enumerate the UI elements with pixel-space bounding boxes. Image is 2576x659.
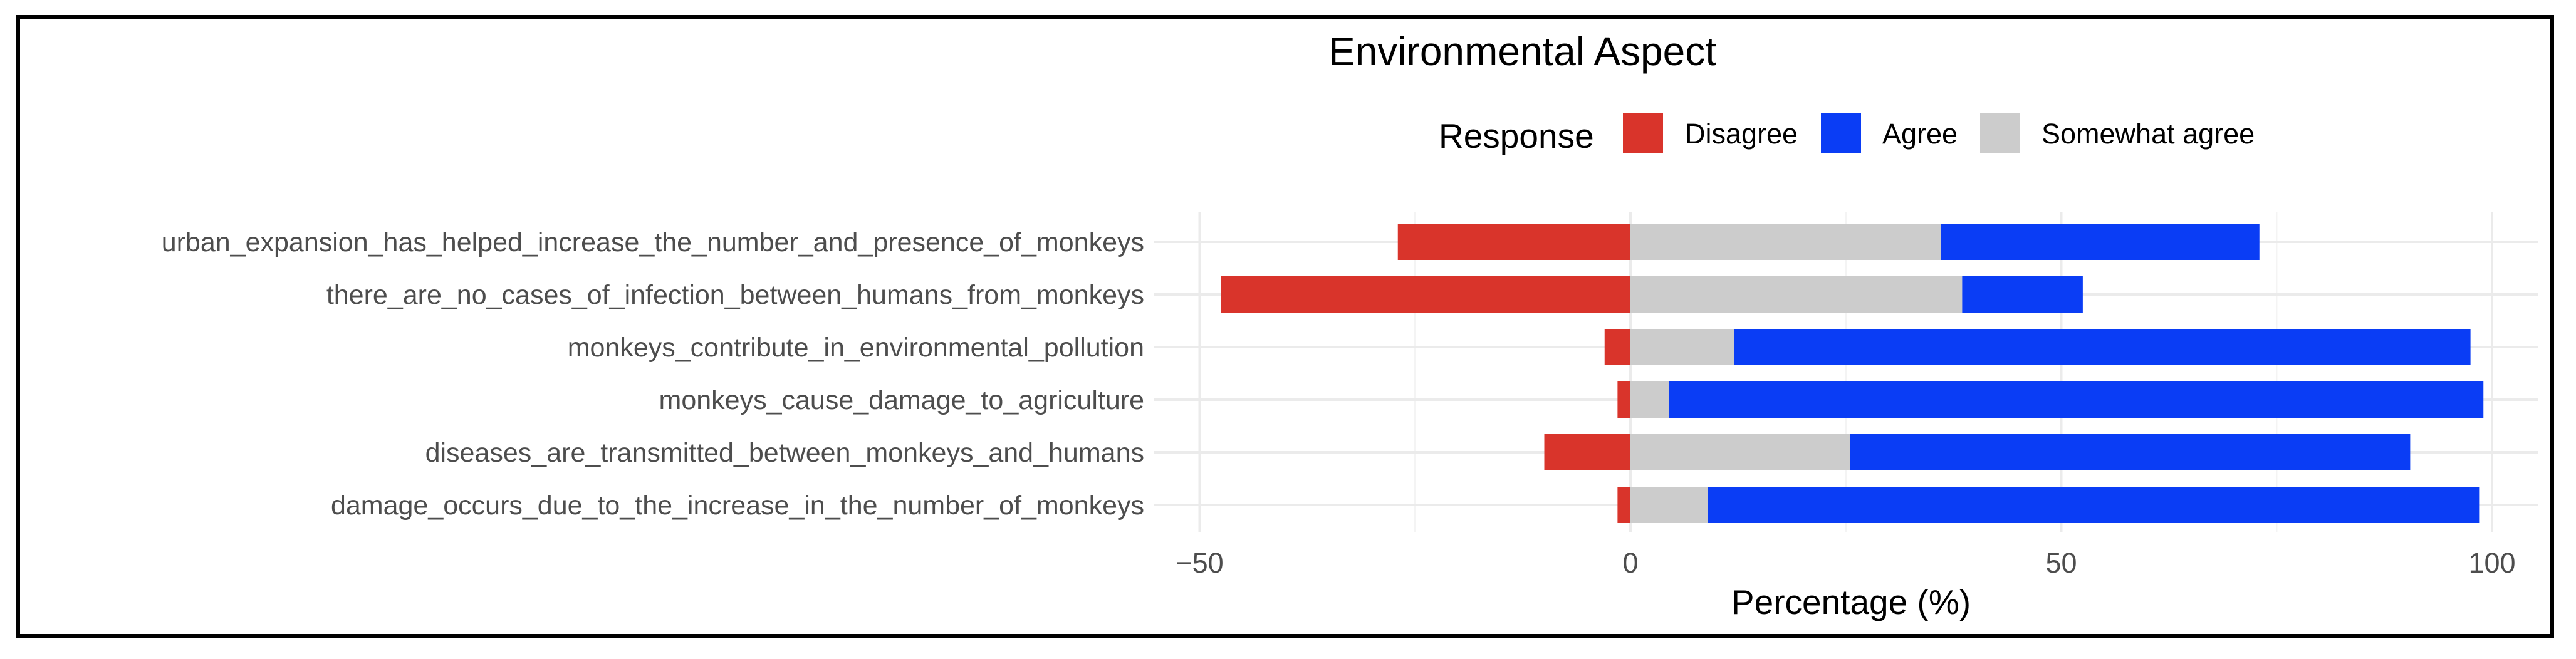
x-axis-title: Percentage (%): [1731, 583, 1971, 621]
bar-disagree: [1604, 329, 1630, 365]
bar-agree: [1941, 224, 2260, 260]
category-labels: urban_expansion_has_helped_increase_the_…: [162, 227, 1144, 521]
bar-somewhat-agree: [1630, 329, 1734, 365]
bars: [1221, 224, 2484, 523]
category-label: monkeys_cause_damage_to_agriculture: [659, 385, 1144, 415]
legend-label: Somewhat agree: [2042, 118, 2255, 150]
bar-disagree: [1617, 487, 1630, 523]
bar-somewhat-agree: [1630, 276, 1963, 313]
bar-somewhat-agree: [1630, 434, 1850, 470]
bar-somewhat-agree: [1630, 487, 1708, 523]
x-tick-label: 0: [1622, 547, 1638, 579]
category-label: damage_occurs_due_to_the_increase_in_the…: [331, 490, 1144, 521]
category-label: there_are_no_cases_of_infection_between_…: [326, 280, 1144, 310]
bar-agree: [1669, 381, 2484, 418]
chart-frame: [16, 15, 2554, 638]
x-tick-label: 100: [2468, 547, 2515, 579]
category-label: urban_expansion_has_helped_increase_the_…: [162, 227, 1144, 257]
chart-title: Environmental Aspect: [1328, 29, 1716, 74]
bar-agree: [1962, 276, 2083, 313]
bar-agree: [1708, 487, 2480, 523]
legend-key: [1623, 113, 1663, 153]
category-label: diseases_are_transmitted_between_monkeys…: [425, 438, 1144, 468]
bar-somewhat-agree: [1630, 381, 1669, 418]
bar-agree: [1734, 329, 2471, 365]
category-label: monkeys_contribute_in_environmental_poll…: [568, 333, 1144, 363]
legend-label: Agree: [1882, 118, 1958, 150]
legend-key: [1980, 113, 2020, 153]
legend: Response Disagree Agree Somewhat agree: [1439, 113, 2255, 155]
bar-disagree: [1397, 224, 1630, 260]
x-tick-label: −50: [1176, 547, 1223, 579]
legend-label: Disagree: [1685, 118, 1798, 150]
x-axis-ticks: −50 0 50 100: [1176, 547, 2515, 579]
legend-title: Response: [1439, 117, 1594, 155]
legend-key: [1821, 113, 1861, 153]
bar-disagree: [1544, 434, 1630, 470]
x-tick-label: 50: [2045, 547, 2077, 579]
bar-disagree: [1221, 276, 1630, 313]
bar-agree: [1850, 434, 2411, 470]
bar-disagree: [1617, 381, 1630, 418]
bar-somewhat-agree: [1630, 224, 1941, 260]
